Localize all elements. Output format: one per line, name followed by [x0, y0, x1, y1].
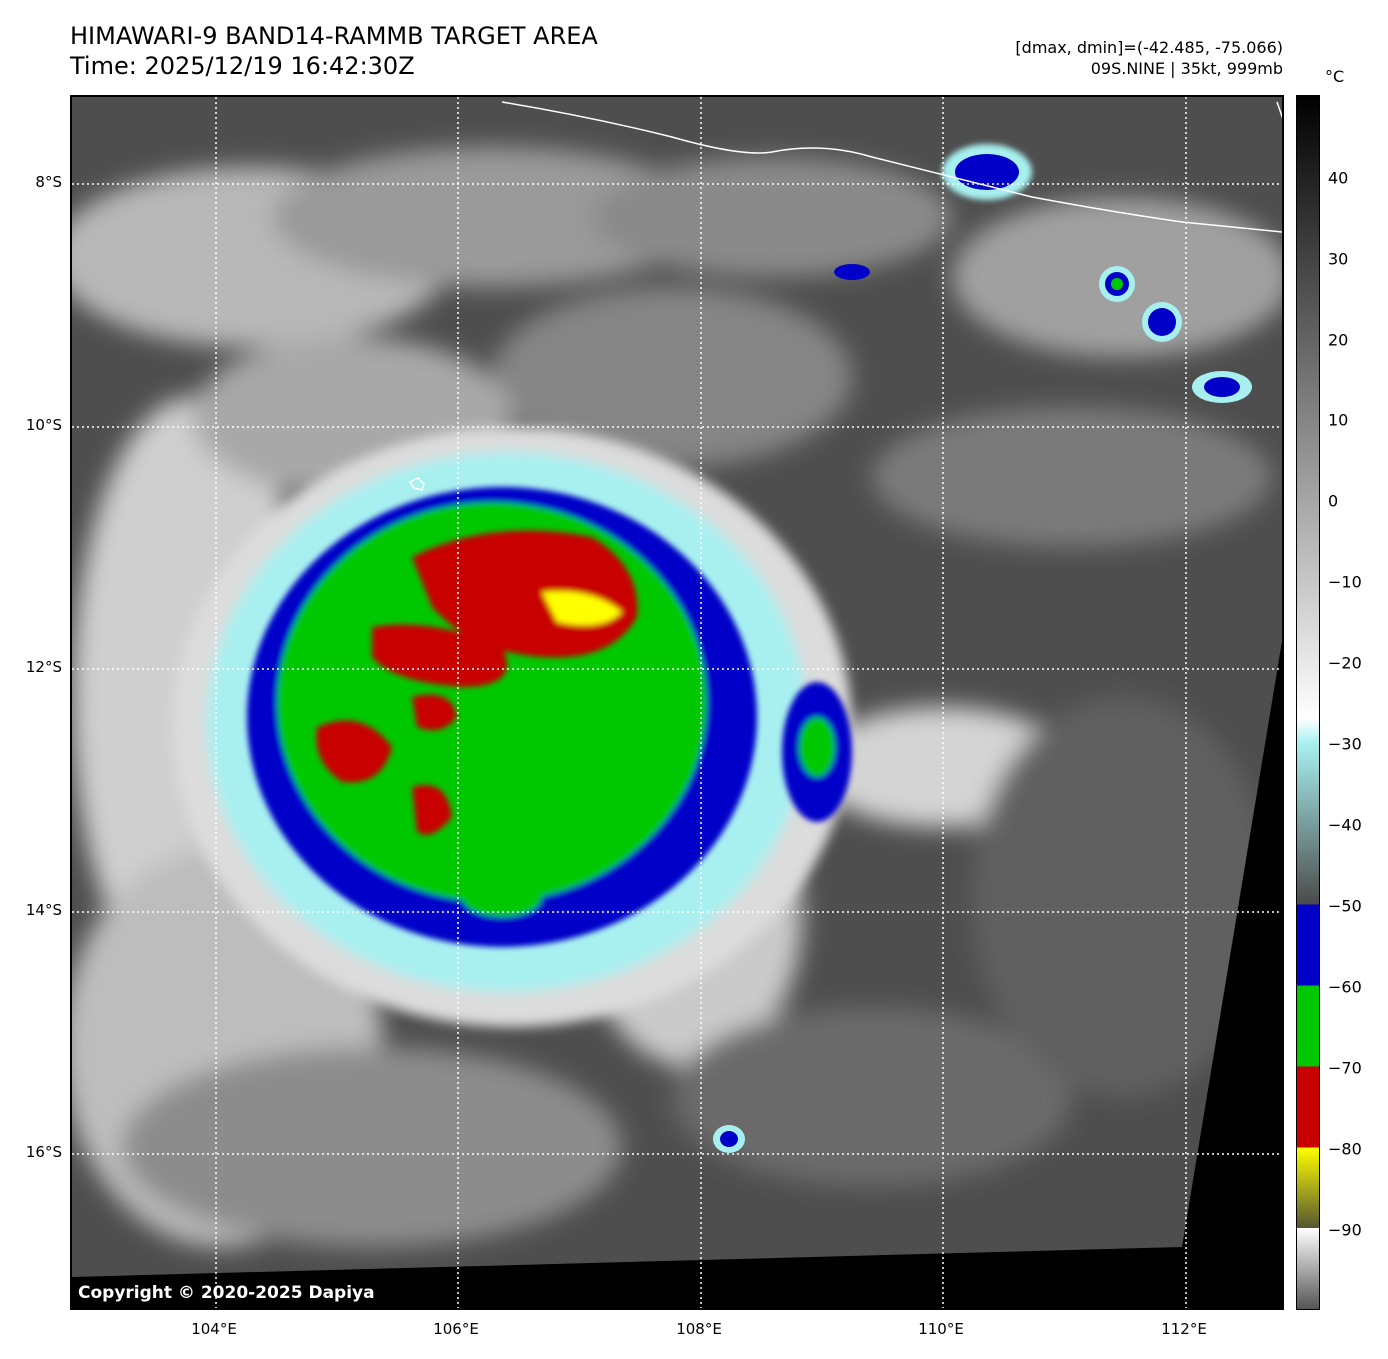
satellite-map: Copyright © 2020-2025 Dapiya: [70, 95, 1284, 1310]
gridlines: [72, 97, 1282, 1308]
coastline: [501, 101, 1282, 233]
title-line2: Time: 2025/12/19 16:42:30Z: [70, 52, 415, 80]
lon-label-106e: 106°E: [433, 1320, 479, 1338]
colorbar-tick-label: −90: [1328, 1220, 1362, 1240]
colorbar-tick-label: 10: [1328, 410, 1349, 430]
colorbar-unit: °C: [1325, 67, 1345, 86]
satellite-imagery: [72, 97, 1282, 1308]
colorbar-tick-label: −10: [1328, 572, 1362, 592]
cyclone-center-marker-icon: [408, 477, 425, 491]
lat-label-12s: 12°S: [25, 658, 62, 676]
lat-label-14s: 14°S: [25, 901, 62, 919]
lat-label-16s: 16°S: [25, 1143, 62, 1161]
lon-label-112e: 112°E: [1161, 1320, 1207, 1338]
lat-label-8s: 8°S: [35, 173, 62, 191]
lat-label-10s: 10°S: [25, 416, 62, 434]
copyright-text: Copyright © 2020-2025 Dapiya: [78, 1283, 375, 1303]
northeast-convection: [713, 144, 1252, 1153]
colorbar-tick-label: −70: [1328, 1058, 1362, 1078]
lon-label-110e: 110°E: [918, 1320, 964, 1338]
colorbar-tick-label: −30: [1328, 734, 1362, 754]
colorbar-tick-label: −60: [1328, 977, 1362, 997]
colorbar-tick-label: −50: [1328, 896, 1362, 916]
lon-label-108e: 108°E: [676, 1320, 722, 1338]
title-line1: HIMAWARI-9 BAND14-RAMMB TARGET AREA: [70, 22, 598, 50]
colorbar-tick-label: −20: [1328, 653, 1362, 673]
colorbar-tick-label: −40: [1328, 815, 1362, 835]
storm-core: [316, 530, 638, 835]
lon-label-104e: 104°E: [191, 1320, 237, 1338]
colorbar-tick-label: 30: [1328, 249, 1349, 269]
colorbar-tick-label: 0: [1328, 491, 1339, 511]
dmax-dmin-info: [dmax, dmin]=(-42.485, -75.066): [1015, 38, 1283, 57]
colorbar: [1296, 95, 1320, 1310]
colorbar-tick-label: −80: [1328, 1139, 1362, 1159]
colorbar-tick-label: 40: [1328, 168, 1349, 188]
colorbar-tick-label: 20: [1328, 330, 1349, 350]
storm-info: 09S.NINE | 35kt, 999mb: [1090, 59, 1283, 78]
